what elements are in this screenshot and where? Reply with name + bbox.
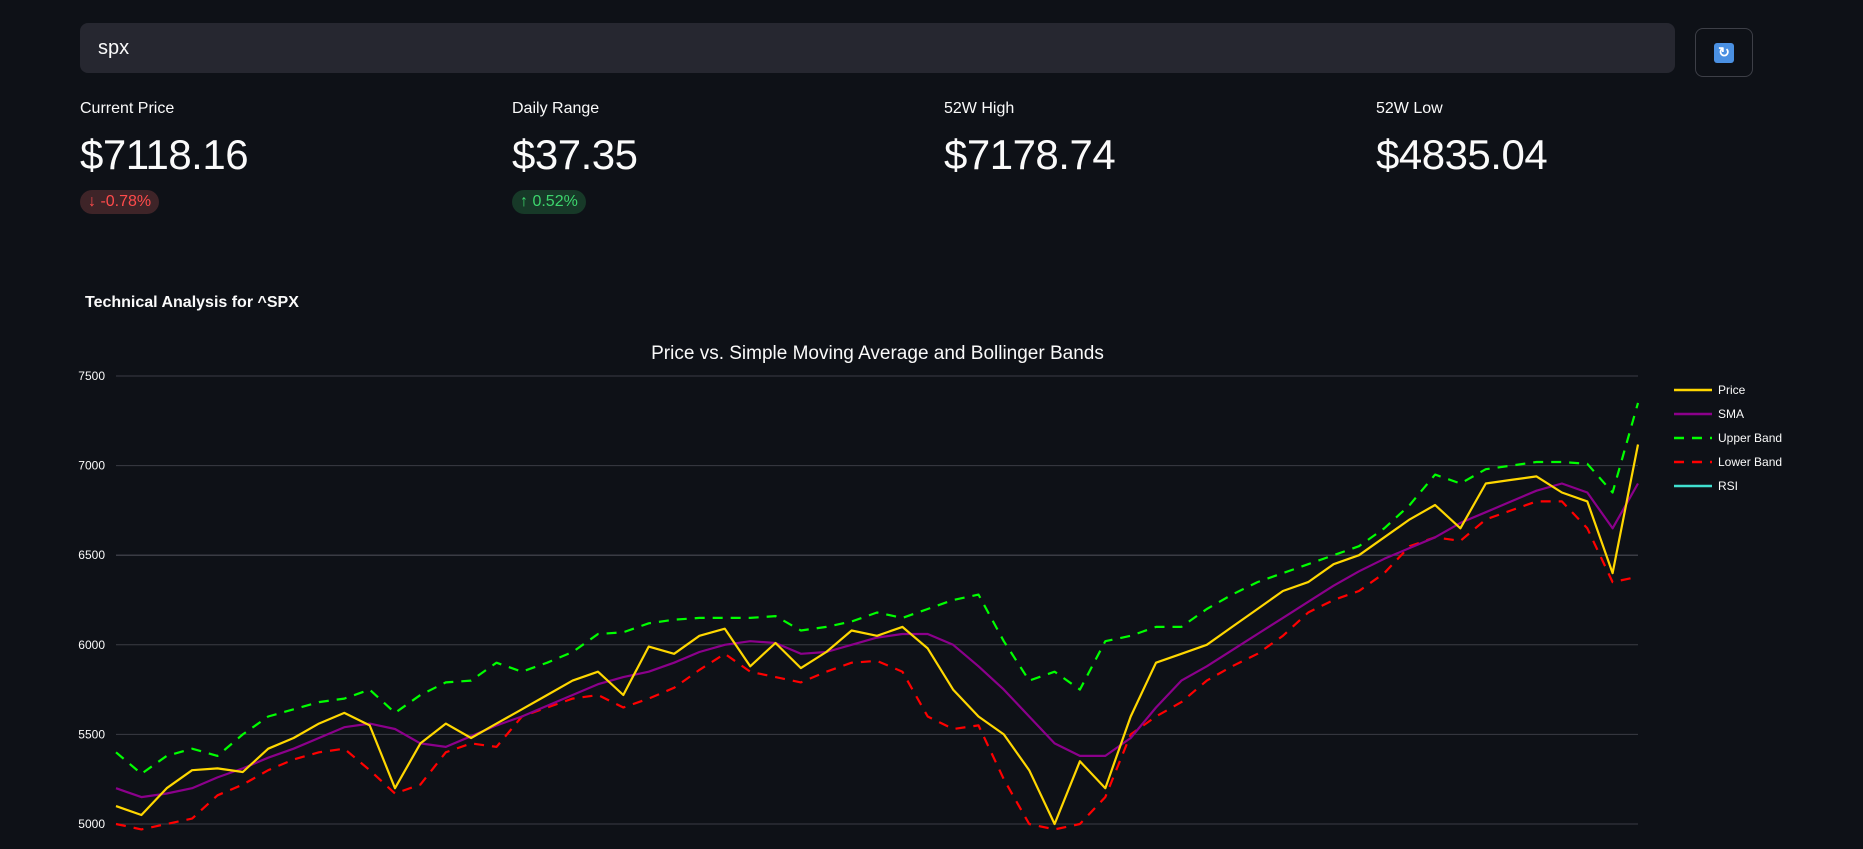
price-chart[interactable]: 5000 5500 6000 6500 7000 7500 Price SMA Upper B… <box>0 360 1863 849</box>
ticker-search-input-wrapper[interactable] <box>80 23 1675 73</box>
metric-label: 52W Low <box>1376 100 1443 117</box>
legend-item-price[interactable]: Price <box>1674 383 1746 397</box>
svg-text:Lower Band: Lower Band <box>1718 455 1782 469</box>
chart-grid: 5000 5500 6000 6500 7000 7500 <box>78 369 1638 831</box>
svg-text:SMA: SMA <box>1718 407 1744 421</box>
section-title: Technical Analysis for ^SPX <box>85 294 299 311</box>
legend-item-lower-band[interactable]: Lower Band <box>1674 455 1782 469</box>
metric-label: 52W High <box>944 100 1015 117</box>
y-tick-label: 6500 <box>78 548 105 562</box>
metric-daily-range: Daily Range $37.35 ↑ 0.52% <box>512 100 638 214</box>
ticker-search-input[interactable] <box>96 35 1659 61</box>
y-tick-label: 5500 <box>78 727 105 741</box>
upper-band-line <box>115 402 1640 775</box>
metric-value: $4835.04 <box>1376 131 1548 178</box>
legend-item-sma[interactable]: SMA <box>1674 407 1744 421</box>
y-tick-label: 6000 <box>78 638 105 652</box>
chart-series <box>115 402 1640 831</box>
metric-52w-low: 52W Low $4835.04 <box>1376 100 1548 178</box>
price-line <box>115 444 1640 826</box>
svg-text:Upper Band: Upper Band <box>1718 431 1782 445</box>
metric-delta-badge: ↓ -0.78% <box>80 190 160 214</box>
chart-legend[interactable]: Price SMA Upper Band Lower Band RSI <box>1674 383 1782 493</box>
chart-title: Price vs. Simple Moving Average and Boll… <box>651 343 1104 364</box>
metric-value: $37.35 <box>512 131 638 178</box>
metric-label: Daily Range <box>512 100 600 117</box>
arrow-down-icon: ↓ <box>88 193 96 210</box>
svg-text:Price: Price <box>1718 383 1746 397</box>
metric-52w-high: 52W High $7178.74 <box>944 100 1116 178</box>
arrow-up-icon: ↑ <box>520 193 528 210</box>
metric-current-price: Current Price $7118.16 ↓ -0.78% <box>80 100 249 214</box>
metric-label: Current Price <box>80 100 175 117</box>
metric-delta-badge: ↑ 0.52% <box>512 190 586 214</box>
metric-value: $7178.74 <box>944 131 1116 178</box>
refresh-button[interactable]: ↻ <box>1695 28 1753 77</box>
y-tick-label: 7000 <box>78 459 105 473</box>
svg-text:RSI: RSI <box>1718 479 1738 493</box>
y-tick-label: 5000 <box>78 817 105 831</box>
refresh-icon: ↻ <box>1714 42 1734 63</box>
metric-value: $7118.16 <box>80 131 249 178</box>
sma-line <box>115 482 1639 799</box>
legend-item-upper-band[interactable]: Upper Band <box>1674 431 1782 445</box>
legend-item-rsi[interactable]: RSI <box>1674 479 1738 493</box>
lower-band-line <box>115 500 1639 831</box>
y-tick-label: 7500 <box>78 369 105 383</box>
